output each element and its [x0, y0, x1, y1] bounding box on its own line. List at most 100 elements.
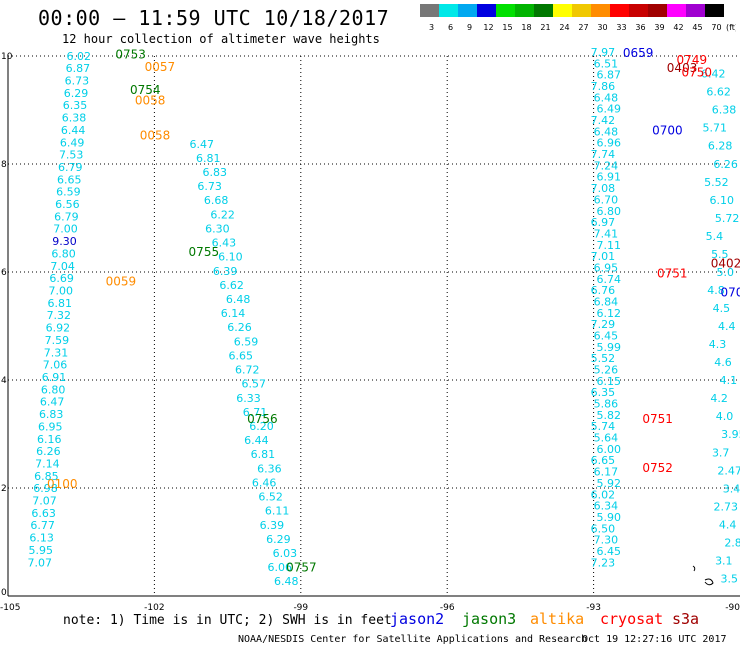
- swh-label-right-outer-track: 4.4: [718, 320, 736, 333]
- swh-label-right-outer-track: 4.1: [720, 374, 738, 387]
- swh-label-middle-track: 6.57: [242, 378, 267, 391]
- swh-label-left-track: 6.65: [57, 173, 82, 186]
- swh-label-middle-track: 6.81: [196, 152, 221, 165]
- swh-label-middle-track: 6.03: [273, 547, 298, 560]
- swh-label-middle-track: 6.22: [210, 208, 235, 221]
- swh-label-left-track: 6.85: [34, 470, 59, 483]
- swh-label-left-track: 6.98: [33, 482, 58, 495]
- swh-label-right-track: 6.96: [597, 137, 622, 150]
- swh-label-left-track: 6.83: [39, 408, 64, 421]
- colorbar-tick-label: 70: [711, 23, 721, 32]
- swh-label-left-track: 6.95: [38, 420, 63, 433]
- page-title: 00:00 – 11:59 UTC 10/18/2017: [38, 6, 390, 30]
- swh-label-middle-track: 6.29: [266, 533, 291, 546]
- swh-label-right-track: 7.08: [591, 182, 616, 195]
- swh-label-right-track: 7.01: [591, 250, 616, 263]
- swh-label-right-track: 5.86: [594, 398, 619, 411]
- colorbar-tick-label: 24: [559, 23, 569, 32]
- colorbar-tick-label: 42: [673, 23, 683, 32]
- swh-label-left-track: 7.06: [43, 359, 68, 372]
- x-tick-label: -93: [586, 603, 601, 613]
- swh-label-left-track: 7.53: [59, 149, 84, 162]
- swh-label-middle-track: 6.72: [235, 364, 260, 377]
- swh-label-left-track: 7.07: [28, 556, 53, 569]
- swh-label-right-track: 5.64: [594, 432, 619, 445]
- colorbar-tick-label: 45: [692, 23, 702, 32]
- swh-label-left-track: 7.59: [45, 334, 70, 347]
- swh-label-right-track: 6.76: [591, 284, 616, 297]
- swh-label-left-track: 6.47: [40, 396, 65, 409]
- swh-label-right-track: 7.86: [591, 80, 616, 93]
- x-tick-label: -99: [293, 603, 308, 613]
- colorbar-swatch: [572, 4, 591, 17]
- time-label-cryosat: 0750: [681, 66, 712, 80]
- swh-label-right-track: 6.84: [594, 295, 619, 308]
- x-tick-label: -90: [725, 603, 740, 613]
- swh-label-left-track: 6.69: [49, 272, 74, 285]
- swh-label-right-track: 7.74: [591, 148, 616, 161]
- swh-label-right-outer-track: 3.95: [721, 428, 740, 441]
- swh-label-right-track: 6.50: [591, 522, 616, 535]
- swh-label-right-track: 6.70: [594, 193, 619, 206]
- swh-label-left-track: 7.04: [50, 260, 74, 273]
- swh-label-middle-track: 6.73: [197, 180, 222, 193]
- swh-label-right-outer-track: 5.0: [716, 266, 734, 279]
- credit-line: NOAA/NESDIS Center for Satellite Applica…: [238, 634, 588, 645]
- swh-label-right-outer-track: 4.5: [713, 302, 731, 315]
- swh-label-left-track: 6.35: [63, 99, 88, 112]
- x-tick-label: -105: [0, 603, 20, 613]
- y-tick-label: 4: [1, 376, 7, 386]
- time-label-jason3: 0756: [247, 412, 278, 426]
- swh-label-right-outer-track: 2.8: [724, 536, 740, 549]
- swh-label-left-track: 7.00: [53, 223, 77, 236]
- swh-label-right-track: 7.24: [594, 159, 619, 172]
- swh-label-right-outer-track: 4.6: [714, 356, 732, 369]
- swh-label-right-outer-track: 6.10: [710, 194, 735, 207]
- colorbar-tick-label: 9: [467, 23, 472, 32]
- swh-label-left-track: 6.38: [62, 112, 87, 125]
- swh-label-right-track: 6.51: [594, 57, 619, 70]
- swh-label-right-track: 6.12: [597, 307, 622, 320]
- swh-label-right-outer-track: 3.5: [720, 573, 738, 586]
- swh-label-middle-track: 6.10: [218, 251, 243, 264]
- swh-label-right-outer-track: 4.2: [710, 392, 728, 405]
- y-tick-label: 8: [1, 160, 7, 170]
- time-label-jason3: 0755: [189, 245, 220, 259]
- swh-label-right-outer-track: 5.4: [706, 230, 724, 243]
- x-tick-label: -102: [144, 603, 164, 613]
- swh-label-left-track: 7.31: [44, 346, 69, 359]
- colorbar-tick-label: 6: [448, 23, 453, 32]
- time-label-jason2: 0659: [623, 46, 654, 60]
- time-label-cryosat: 0752: [642, 461, 673, 475]
- swh-label-right-track: 6.91: [597, 171, 622, 184]
- time-label-cryosat: 0751: [642, 412, 673, 426]
- swh-label-right-outer-track: 4.3: [709, 338, 727, 351]
- swh-label-left-track: 6.73: [65, 74, 90, 87]
- swh-label-right-outer-track: 4.0: [716, 410, 734, 423]
- swh-label-left-track: 6.44: [61, 124, 86, 137]
- time-label-altika: 0100: [47, 477, 78, 491]
- swh-label-left-track: 6.79: [54, 210, 79, 223]
- swh-label-middle-track: 6.30: [205, 222, 230, 235]
- colorbar-swatch: [629, 4, 648, 17]
- swh-label-left-track: 6.26: [36, 445, 61, 458]
- swh-label-left-track: 6.87: [66, 62, 91, 75]
- legend-cryosat: cryosat: [600, 610, 664, 628]
- swh-label-left-track: 7.14: [35, 457, 60, 470]
- time-label-altika: 0057: [145, 60, 176, 74]
- swh-label-right-track: 7.41: [594, 227, 619, 240]
- swh-label-middle-track: 6.43: [212, 237, 237, 250]
- time-label-s3a: 0402: [711, 257, 740, 271]
- y-tick-label: 10: [1, 52, 13, 62]
- swh-label-middle-track: 6.20: [249, 420, 274, 433]
- time-label-altika: 0059: [106, 275, 137, 289]
- swh-label-right-outer-track: 4.4: [719, 518, 737, 531]
- y-tick-label: 2: [1, 484, 7, 494]
- swh-label-middle-track: 6.81: [251, 448, 276, 461]
- time-label-cryosat: 0749: [677, 53, 708, 67]
- x-tick-label: -96: [440, 603, 455, 613]
- footnote: note: 1) Time is in UTC; 2) SWH is in fe…: [63, 613, 392, 628]
- swh-label-right-track: 7.97: [591, 46, 616, 59]
